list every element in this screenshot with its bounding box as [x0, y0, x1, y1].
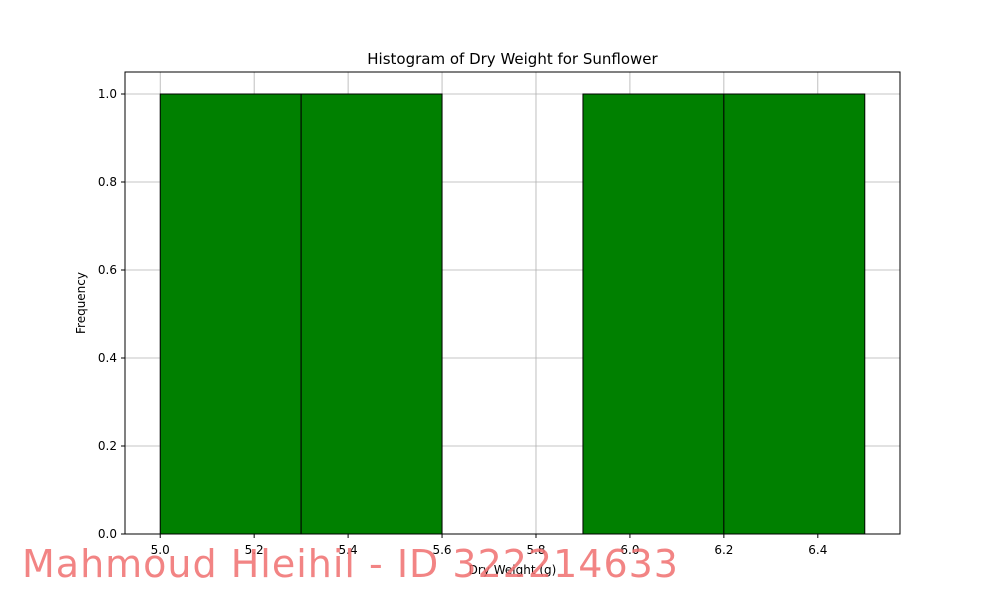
- y-tick-label: 0.2: [98, 439, 117, 453]
- y-tick-label: 0.8: [98, 175, 117, 189]
- bars: [159, 93, 866, 535]
- chart-title: Histogram of Dry Weight for Sunflower: [367, 50, 658, 68]
- x-tick-label: 5.0: [151, 543, 170, 557]
- y-tick-label: 0.0: [98, 527, 117, 541]
- plot-frame: [124, 71, 901, 535]
- y-axis-ticks: 0.0 0.2 0.4 0.6 0.8 1.0: [98, 87, 125, 541]
- watermark-text: Mahmoud Hleihil - ID 322214633: [22, 542, 679, 586]
- y-tick-label: 0.4: [98, 351, 117, 365]
- x-axis-label: Dry Weight (g): [469, 563, 557, 577]
- y-tick-label: 0.6: [98, 263, 117, 277]
- y-tick-label: 1.0: [98, 87, 117, 101]
- x-tick-label: 6.4: [808, 543, 827, 557]
- histogram-bar: [300, 93, 443, 535]
- histogram-bar: [582, 93, 725, 535]
- x-tick-label: 5.2: [245, 543, 264, 557]
- x-tick-label: 5.4: [339, 543, 358, 557]
- x-tick-label: 5.8: [526, 543, 545, 557]
- x-tick-label: 5.6: [432, 543, 451, 557]
- y-axis-label: Frequency: [74, 272, 88, 334]
- histogram-bar: [159, 93, 302, 535]
- histogram-bar: [723, 93, 866, 535]
- x-axis-ticks: 5.0 5.2 5.4 5.6 5.8 6.0 6.2 6.4: [151, 534, 827, 557]
- x-tick-label: 6.2: [714, 543, 733, 557]
- x-tick-label: 6.0: [620, 543, 639, 557]
